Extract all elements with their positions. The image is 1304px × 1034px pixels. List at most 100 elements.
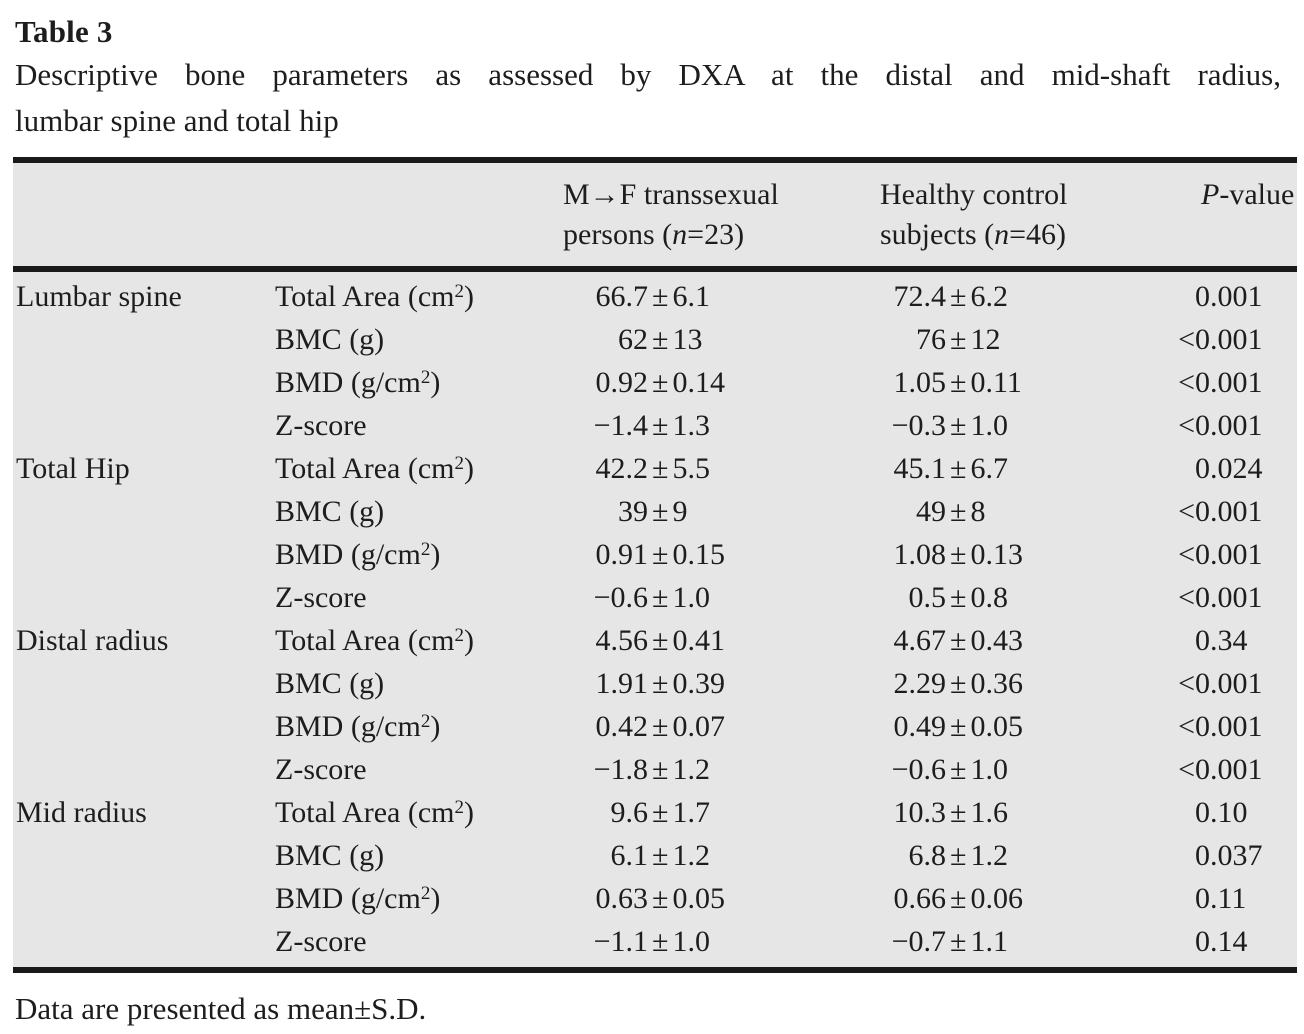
hc-value-cell: 49 ±8 [878, 490, 1168, 533]
region-label [13, 834, 273, 877]
mf-value-cell: 4.56 ±0.41 [561, 619, 878, 662]
hc-value-cell: −0.6 ±1.0 [878, 748, 1168, 791]
p-value-fraction: .001 [1210, 710, 1263, 743]
table-row: BMD (g/cm2) 0.91 ±0.15 1.08 ±0.13 <0.001 [13, 533, 1297, 576]
hc-sd: 0.43 [970, 624, 1023, 657]
parameter-text: Total Area (cm [275, 796, 455, 829]
parameter-text: Total Area (cm [275, 452, 455, 485]
p-value-integer: <0 [1178, 366, 1210, 399]
region-label: Lumbar spine [16, 280, 182, 313]
col-header-mf-transsexual: M→F transsexual persons (n=23) [561, 175, 878, 255]
mf-value-cell: 39 ±9 [561, 490, 878, 533]
hc-mean: 1.05 [893, 366, 947, 399]
hc-value-cell: 0.49 ±0.05 [878, 705, 1168, 748]
mf-sd: 1.2 [672, 753, 710, 786]
plus-minus-sign: ± [652, 624, 669, 657]
parameter-label: BMD (g/cm2) [273, 877, 561, 920]
parameter-superscript: 2 [420, 711, 431, 732]
region-label: Total Hip [16, 452, 130, 485]
table-row: Z-score −1.4 ±1.3 −0.3 ±1.0 <0.001 [13, 404, 1297, 447]
mf-sd: 0.05 [672, 882, 725, 915]
parameter-text: Z-score [275, 409, 367, 442]
hc-mean: 0.49 [893, 710, 947, 743]
plus-minus-sign: ± [950, 753, 967, 786]
caption-line-2: lumbar spine and total hip [15, 103, 339, 138]
p-value-fraction: .14 [1210, 925, 1248, 958]
table-body: Lumbar spine Total Area (cm2) 66.7 ±6.1 7… [13, 272, 1297, 967]
caption-line-1: Descriptive bone parameters as assessed … [15, 57, 1281, 92]
plus-minus-sign: ± [652, 839, 669, 872]
table-top-rule [13, 157, 1297, 163]
plus-minus-sign: ± [950, 280, 967, 313]
mf-sd: 0.39 [672, 667, 725, 700]
table-row: Z-score −1.8 ±1.2 −0.6 ±1.0 <0.001 [13, 748, 1297, 791]
parameter-text: BMD (g/cm [275, 710, 421, 743]
parameter-close: ) [464, 796, 474, 829]
hc-mean: 6.8 [908, 839, 947, 872]
hc-mean: 76 [916, 323, 946, 356]
parameter-label: Z-score [273, 404, 561, 447]
parameter-superscript: 2 [454, 625, 465, 646]
mf-value-cell: −0.6 ±1.0 [561, 576, 878, 619]
mf-value-cell: 1.91 ±0.39 [561, 662, 878, 705]
parameter-text: BMC (g) [275, 495, 385, 528]
p-value-integer: <0 [1178, 667, 1210, 700]
hc-header-line2: subjects (n=46) [878, 215, 1168, 255]
parameter-text: BMD (g/cm [275, 366, 421, 399]
hc-value-cell: −0.3 ±1.0 [878, 404, 1168, 447]
plus-minus-sign: ± [652, 409, 669, 442]
hc-sd: 12 [970, 323, 1001, 356]
hc-mean: 2.29 [893, 667, 947, 700]
mf-value-cell: 0.92 ±0.14 [561, 361, 878, 404]
p-value-fraction: .024 [1210, 452, 1263, 485]
plus-minus-sign: ± [652, 581, 669, 614]
table-row: BMD (g/cm2) 0.42 ±0.07 0.49 ±0.05 <0.001 [13, 705, 1297, 748]
region-label [13, 533, 273, 576]
hc-mean: 49 [916, 495, 946, 528]
mf-mean: −1.8 [593, 753, 648, 786]
table-row: BMD (g/cm2) 0.63 ±0.05 0.66 ±0.06 0.11 [13, 877, 1297, 920]
plus-minus-sign: ± [950, 581, 967, 614]
p-value-fraction: .001 [1210, 581, 1263, 614]
p-value-cell: <0.001 [1168, 748, 1297, 791]
p-value-integer: <0 [1178, 323, 1210, 356]
p-value-integer: <0 [1178, 581, 1210, 614]
table-row: Distal radius Total Area (cm2) 4.56 ±0.41… [13, 619, 1297, 662]
parameter-label: Z-score [273, 576, 561, 619]
mf-sd: 1.0 [672, 925, 710, 958]
hc-header-line1: Healthy control [880, 178, 1068, 211]
mf-mean: −1.4 [593, 409, 648, 442]
parameter-label: BMD (g/cm2) [273, 361, 561, 404]
mf-sd: 6.1 [672, 280, 710, 313]
p-value-fraction: .34 [1210, 624, 1248, 657]
parameter-label: BMC (g) [273, 662, 561, 705]
mf-value-cell: −1.8 ±1.2 [561, 748, 878, 791]
mf-mean: 62 [618, 323, 648, 356]
p-value-cell: 0.34 [1168, 619, 1297, 662]
p-value-cell: <0.001 [1168, 361, 1297, 404]
region-label [13, 318, 273, 361]
parameter-superscript: 2 [454, 281, 465, 302]
p-value-cell: 0.024 [1168, 447, 1297, 490]
mf-mean: 39 [618, 495, 648, 528]
p-value-fraction: .10 [1210, 796, 1248, 829]
hc-sd: 0.8 [970, 581, 1008, 614]
hc-value-cell: 0.66 ±0.06 [878, 877, 1168, 920]
p-value-integer: 0 [1195, 452, 1210, 485]
p-value-integer: 0 [1195, 796, 1210, 829]
region-label: Mid radius [16, 796, 147, 829]
hc-mean: 1.08 [893, 538, 947, 571]
p-value-integer: 0 [1195, 624, 1210, 657]
hc-sd: 1.0 [970, 409, 1008, 442]
parameter-label: BMC (g) [273, 490, 561, 533]
region-label [13, 877, 273, 920]
mf-sd: 13 [672, 323, 703, 356]
mf-sd: 1.3 [672, 409, 710, 442]
region-label [13, 576, 273, 619]
mf-sd: 0.15 [672, 538, 725, 571]
p-value-fraction: .11 [1210, 882, 1247, 915]
parameter-text: BMD (g/cm [275, 882, 421, 915]
plus-minus-sign: ± [652, 366, 669, 399]
parameter-text: BMC (g) [275, 323, 385, 356]
hc-sd: 0.13 [970, 538, 1023, 571]
